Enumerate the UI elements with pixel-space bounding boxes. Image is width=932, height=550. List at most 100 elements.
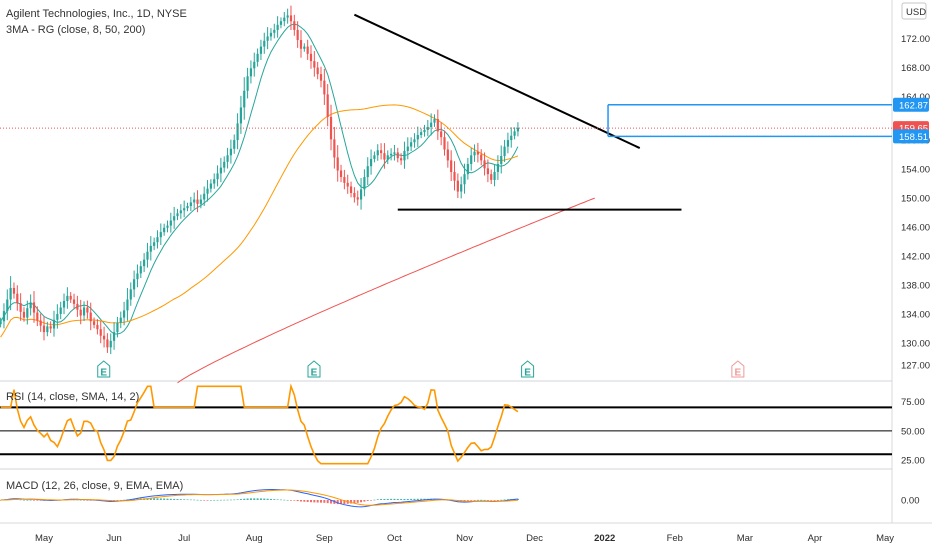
- candle-body: [176, 213, 179, 217]
- macd-histogram-bar: [373, 499, 376, 501]
- macd-histogram-bar: [26, 499, 29, 501]
- macd-histogram-bar: [236, 499, 239, 500]
- candle-body: [299, 40, 303, 49]
- macd-histogram-bar: [239, 499, 242, 500]
- candle-body: [22, 311, 26, 318]
- macd-histogram-bar: [83, 499, 86, 501]
- ma-200-line: [177, 197, 595, 384]
- macd-histogram-bar: [303, 500, 306, 502]
- macd-histogram-bar: [206, 500, 209, 501]
- candle-body: [0, 321, 2, 325]
- price-tag-label: 162.87: [899, 100, 928, 111]
- macd-histogram-bar: [316, 500, 319, 503]
- candle-body: [373, 155, 376, 159]
- candle-body: [306, 46, 309, 54]
- macd-histogram-bar: [296, 500, 299, 502]
- candle-body: [383, 153, 386, 160]
- candle-body: [420, 132, 423, 136]
- macd-histogram-bar: [243, 498, 246, 500]
- candle-body: [12, 287, 16, 294]
- candle-body: [42, 325, 46, 333]
- candle-body: [189, 202, 192, 207]
- candle-body: [146, 251, 149, 260]
- trendline-drawings[interactable]: [0, 13, 892, 211]
- macd-histogram-bar: [383, 499, 386, 500]
- price-tick-label: 146.00: [901, 223, 930, 234]
- time-tick-label: Jun: [106, 533, 121, 544]
- macd-histogram-bar: [219, 499, 222, 501]
- macd-histogram-bar: [29, 499, 32, 501]
- candle-body: [226, 155, 229, 162]
- macd-histogram-bar: [213, 499, 216, 501]
- macd-histogram-bar: [473, 500, 476, 501]
- macd-histogram-bar: [146, 498, 149, 500]
- macd-histogram-bar: [506, 499, 509, 500]
- candle-body: [343, 177, 346, 183]
- candle-body: [139, 266, 142, 274]
- price-tag-label: 158.51: [899, 132, 928, 143]
- macd-histogram-bar: [299, 500, 302, 502]
- candle-body: [386, 155, 389, 160]
- macd-histogram-bar: [363, 500, 366, 502]
- earnings-marker: E: [731, 360, 745, 379]
- candle-body: [363, 177, 366, 190]
- candle-body: [216, 173, 219, 180]
- candle-body: [289, 15, 293, 22]
- candle-body: [183, 208, 186, 211]
- macd-histogram-bar: [283, 499, 286, 501]
- candle-body: [206, 188, 209, 194]
- macd-histogram-bar: [406, 498, 409, 500]
- candle-body: [116, 322, 119, 333]
- price-tick-label: 154.00: [901, 165, 930, 176]
- candle-body: [379, 150, 383, 154]
- macd-histogram-bar: [386, 498, 389, 500]
- candle-body: [426, 127, 429, 130]
- macd-histogram-bar: [119, 500, 122, 501]
- candle-body: [239, 107, 243, 124]
- currency-badge[interactable]: [901, 2, 927, 20]
- macd-histogram-bar: [360, 500, 363, 503]
- candle-body: [463, 174, 466, 185]
- time-tick-label: Mar: [737, 533, 753, 544]
- candle-body: [486, 168, 489, 175]
- moving-average-lines: [0, 23, 595, 384]
- candle-body: [96, 324, 99, 330]
- candle-body: [9, 287, 12, 300]
- macd-signal-line: [0, 489, 518, 506]
- candle-body: [2, 311, 6, 322]
- candle-body: [62, 300, 66, 308]
- candle-body: [286, 15, 289, 18]
- macd-histogram-bar: [226, 499, 229, 501]
- candle-body: [319, 74, 323, 81]
- candle-body: [249, 68, 253, 77]
- earnings-marker-label: E: [524, 368, 531, 379]
- candle-body: [366, 166, 369, 178]
- rsi-pane: 25.00 50.00 75.00: [0, 383, 925, 467]
- macd-histogram-bar: [463, 500, 466, 502]
- macd-histogram-bar: [353, 500, 356, 504]
- price-tick-label: 138.00: [901, 281, 930, 292]
- macd-histogram-bar: [310, 500, 312, 503]
- candle-body: [400, 158, 403, 161]
- candle-body: [179, 210, 182, 214]
- candle-body: [159, 232, 162, 238]
- macd-histogram-bar: [273, 499, 276, 500]
- candle-body: [283, 17, 286, 22]
- macd-histogram-bar: [263, 498, 266, 500]
- candle-body: [273, 29, 276, 33]
- macd-histogram-bar: [330, 500, 333, 504]
- candle-body: [440, 131, 443, 138]
- candle-body: [393, 152, 396, 154]
- candle-body: [510, 135, 513, 141]
- macd-histogram-bar: [183, 499, 186, 500]
- candle-body: [266, 36, 269, 41]
- macd-histogram-bar: [403, 499, 406, 500]
- candle-body: [443, 137, 446, 150]
- candle-body: [326, 94, 329, 117]
- currency-label: USD: [906, 7, 926, 18]
- price-axis-panel[interactable]: [892, 0, 932, 550]
- macd-histogram-bar: [356, 500, 359, 503]
